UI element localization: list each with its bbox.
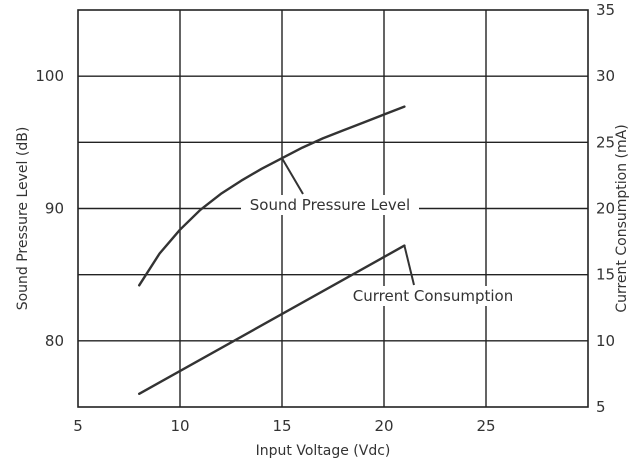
series-line xyxy=(137,244,406,395)
left-y-tick-label: 80 xyxy=(45,332,64,350)
annotation-layer: Sound Pressure Level Current Consumption xyxy=(241,157,518,306)
right-y-tick-label: 35 xyxy=(596,1,615,19)
series-line xyxy=(137,105,406,287)
series-layer xyxy=(137,105,406,395)
annotation-background xyxy=(348,286,518,306)
x-axis-label: Input Voltage (Vdc) xyxy=(256,443,391,459)
right-y-tick-label: 10 xyxy=(596,332,615,350)
right-y-tick-label: 30 xyxy=(596,67,615,85)
right-y-tick-label: 5 xyxy=(596,398,606,416)
plot-frame xyxy=(77,9,589,408)
annotation-label: Sound Pressure Level xyxy=(250,196,410,214)
right-y-tick-label: 25 xyxy=(596,133,615,151)
x-tick-label: 20 xyxy=(374,417,393,435)
x-tick-label: 5 xyxy=(73,417,83,435)
x-tick-label: 10 xyxy=(170,417,189,435)
left-y-axis-label: Sound Pressure Level (dB) xyxy=(15,127,31,311)
left-y-tick-label: 90 xyxy=(45,200,64,218)
right-y-tick-label: 15 xyxy=(596,266,615,284)
annotation-leader xyxy=(403,245,415,286)
annotation-label: Current Consumption xyxy=(353,287,513,305)
left-y-tick-label: 100 xyxy=(35,67,64,85)
ticks-layer: 5 10 15 20 25 80 90 100 5 10 15 20 25 30 35 xyxy=(35,1,615,435)
x-tick-label: 15 xyxy=(272,417,291,435)
right-y-axis-label: Current Consumption (mA) xyxy=(614,124,630,312)
x-tick-label: 25 xyxy=(476,417,495,435)
right-y-tick-label: 20 xyxy=(596,200,615,218)
annotation-background xyxy=(241,195,419,215)
grid xyxy=(78,10,588,407)
annotation-leader xyxy=(281,157,304,195)
